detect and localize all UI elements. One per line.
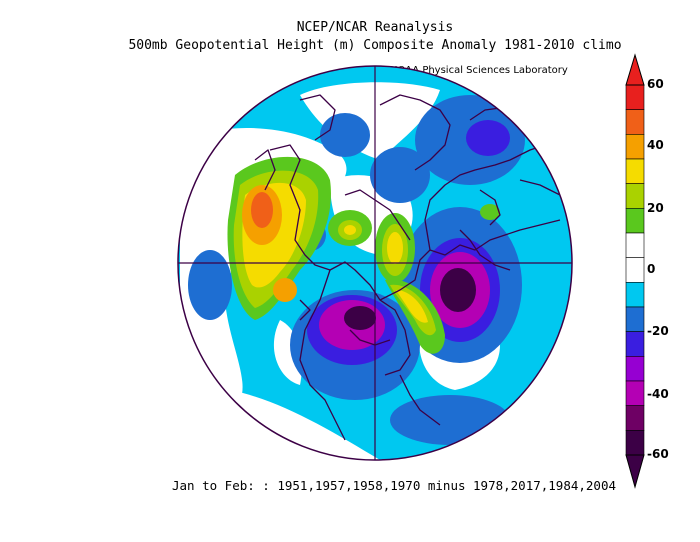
colorbar-swatch <box>625 257 645 283</box>
colorbar-swatch <box>625 331 645 357</box>
colorbar-swatch <box>625 84 645 110</box>
colorbar-swatch <box>625 282 645 308</box>
colorbar-swatch <box>625 430 645 456</box>
colorbar-swatch <box>625 183 645 209</box>
map-title: NCEP/NCAR Reanalysis <box>296 20 454 35</box>
colorbar-label: 60 <box>647 77 664 91</box>
colorbar-label: -60 <box>647 447 669 461</box>
colorbar-label: 40 <box>647 138 664 152</box>
colorbar-bottom-arrow <box>625 454 645 489</box>
colorbar-swatch <box>625 134 645 160</box>
credit-label: NOAA Physical Sciences Laboratory <box>390 65 568 76</box>
colorbar-swatch <box>625 405 645 431</box>
positive-anomaly-50 <box>251 192 273 228</box>
colorbar-swatch <box>625 208 645 234</box>
colorbar-swatch <box>625 232 645 258</box>
composite-years: Jan to Feb: : 1951,1957,1958,1970 minus … <box>172 478 617 493</box>
colorbar-label: -20 <box>647 324 669 338</box>
colorbar-label: -40 <box>647 387 669 401</box>
colorbar-label: 20 <box>647 201 664 215</box>
colorbar-top-arrow <box>625 53 645 86</box>
map-subtitle: 500mb Geopotential Height (m) Composite … <box>128 38 622 53</box>
colorbar-swatch <box>625 158 645 184</box>
graticule <box>178 66 572 460</box>
colorbar-swatch <box>625 380 645 406</box>
map-border <box>177 65 573 461</box>
negative-anomaly-extreme <box>344 268 476 330</box>
colorbar-label: 0 <box>647 262 656 276</box>
colorbar-swatch <box>625 306 645 332</box>
colorbar-swatch <box>625 356 645 382</box>
colorbar-swatch <box>625 109 645 135</box>
